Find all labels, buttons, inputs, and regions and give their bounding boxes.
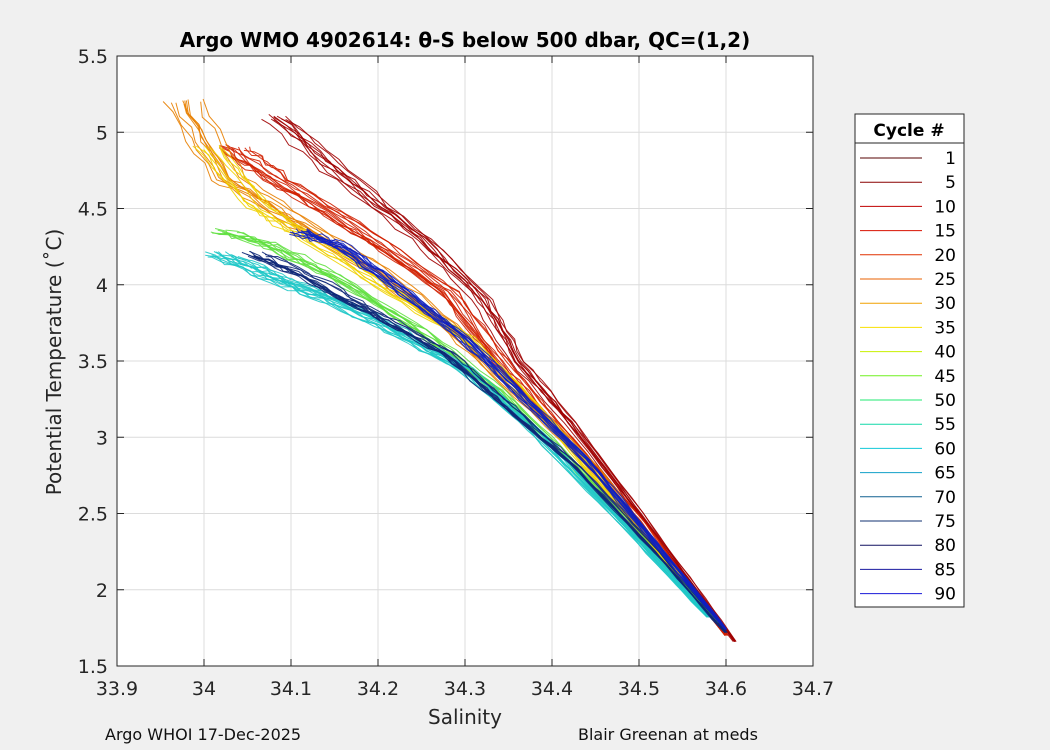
- x-tick-label: 34.5: [618, 678, 660, 700]
- x-axis-ticks: 33.9 34 34.1 34.2 34.3 34.4 34.5 34.6 34.7: [96, 56, 834, 700]
- legend-label: 60: [934, 439, 956, 459]
- legend-label: 5: [945, 173, 956, 193]
- y-axis-ticks: 1.5 2 2.5 3 3.5 4 4.5 5 5.5: [78, 46, 813, 678]
- profile-line: [205, 251, 708, 618]
- legend-box: [854, 113, 965, 608]
- legend-label: 55: [934, 415, 956, 435]
- footer-left-text: Argo WHOI 17-Dec-2025: [105, 725, 302, 744]
- profile-line: [301, 229, 727, 630]
- profile-line: [280, 118, 736, 642]
- legend: Cycle # 15101520253035404550556065707580…: [854, 113, 965, 608]
- x-tick-label: 34.7: [792, 678, 834, 700]
- profile-line: [273, 116, 736, 642]
- y-tick-label: 5: [96, 122, 108, 144]
- profile-line: [247, 255, 726, 633]
- chart-title: Argo WMO 4902614: θ-S below 500 dbar, QC…: [180, 28, 750, 52]
- y-tick-label: 2: [96, 580, 108, 602]
- profile-line: [261, 251, 728, 633]
- legend-label: 30: [934, 294, 956, 314]
- grid-lines: [116, 55, 814, 667]
- profile-line: [291, 231, 726, 630]
- profile-line: [241, 251, 726, 633]
- profile-line: [192, 145, 709, 613]
- legend-label: 85: [934, 560, 956, 580]
- profile-line: [306, 228, 727, 630]
- legend-label: 70: [934, 488, 956, 508]
- y-tick-label: 1.5: [78, 656, 108, 678]
- profile-line: [203, 149, 709, 613]
- legend-label: 35: [934, 318, 956, 338]
- profile-line: [285, 119, 737, 642]
- y-tick-label: 4.5: [78, 199, 108, 221]
- legend-label: 20: [934, 246, 956, 266]
- legend-label: 40: [934, 343, 956, 363]
- profile-line: [225, 251, 710, 618]
- y-axis-label: Potential Temperature (˚C): [42, 229, 66, 496]
- legend-label: 10: [934, 197, 956, 217]
- profile-line: [207, 256, 708, 618]
- x-tick-label: 34.6: [705, 678, 747, 700]
- x-axis-label: Salinity: [428, 705, 502, 729]
- y-tick-label: 5.5: [78, 46, 108, 68]
- profile-line: [244, 147, 729, 636]
- x-tick-label: 34.1: [270, 678, 312, 700]
- profile-line: [202, 98, 703, 606]
- profile-lines: [162, 98, 737, 642]
- legend-label: 90: [934, 585, 956, 605]
- legend-label: 15: [934, 222, 956, 242]
- legend-label: 1: [945, 149, 956, 169]
- legend-label: 75: [934, 512, 956, 532]
- x-tick-label: 33.9: [96, 678, 138, 700]
- profile-line: [285, 115, 737, 642]
- x-tick-label: 34.4: [531, 678, 573, 700]
- y-tick-label: 3: [96, 427, 108, 449]
- x-tick-label: 34.2: [357, 678, 399, 700]
- legend-label: 25: [934, 270, 956, 290]
- y-tick-label: 2.5: [78, 504, 108, 526]
- legend-label: 80: [934, 536, 956, 556]
- footer-right-text: Blair Greenan at meds: [578, 725, 758, 744]
- legend-title: Cycle #: [873, 121, 944, 141]
- y-tick-label: 4: [96, 275, 108, 297]
- legend-label: 45: [934, 367, 956, 387]
- legend-label: 50: [934, 391, 956, 411]
- legend-label: 65: [934, 464, 956, 484]
- x-tick-label: 34.3: [444, 678, 486, 700]
- y-tick-label: 3.5: [78, 351, 108, 373]
- x-tick-label: 34: [192, 678, 216, 700]
- profile-line: [195, 145, 709, 613]
- profile-line: [243, 149, 728, 636]
